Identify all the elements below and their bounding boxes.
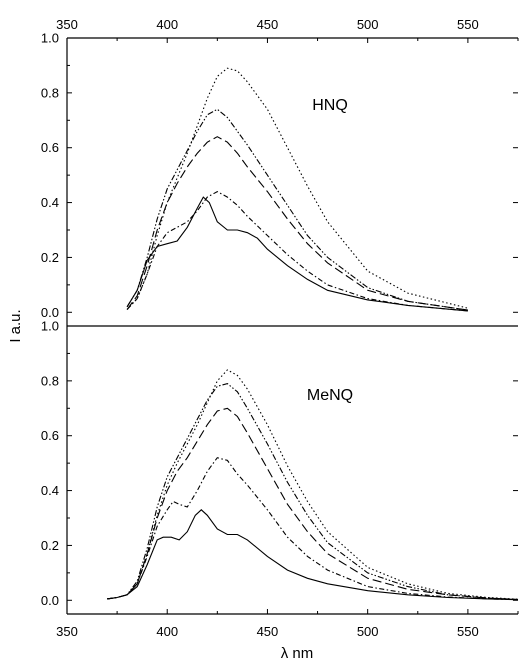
x-tick-label: 500 bbox=[357, 17, 379, 32]
x-tick-label: 400 bbox=[156, 17, 178, 32]
spectrum-curve-solid bbox=[107, 509, 519, 601]
x-tick-label: 350 bbox=[56, 17, 78, 32]
spectrum-curve-long-dash bbox=[126, 136, 468, 311]
x-tick-label: 550 bbox=[457, 17, 479, 32]
spectrum-curve-long-dash bbox=[107, 407, 519, 601]
x-tick-label: 400 bbox=[156, 624, 178, 639]
y-tick-label: 0.0 bbox=[41, 593, 59, 608]
panel-label: MeNQ bbox=[307, 387, 353, 404]
panel-bottom-menq: 0.0 0.2 0.4 0.6 0.8 1.0 350 400 450 500 550 MeNQ bbox=[41, 319, 519, 639]
y-tick-label: 0.4 bbox=[41, 195, 59, 210]
y-tick-label: 0.8 bbox=[41, 373, 59, 388]
y-tick-label: 0.2 bbox=[41, 538, 59, 553]
x-tick-label: 500 bbox=[357, 624, 379, 639]
x-tick-label: 450 bbox=[257, 17, 279, 32]
y-tick-label: 0.8 bbox=[41, 85, 59, 100]
y-tick-label: 0.4 bbox=[41, 483, 59, 498]
spectrum-curve-dotted bbox=[126, 67, 469, 310]
y-tick-label: 0.2 bbox=[41, 250, 59, 265]
panel-label: HNQ bbox=[312, 97, 348, 114]
spectrum-curve-dash-dot-dot bbox=[107, 382, 519, 601]
x-tick-label: 550 bbox=[457, 624, 479, 639]
y-tick-label: 0.6 bbox=[41, 428, 59, 443]
y-tick-label: 0.6 bbox=[41, 140, 59, 155]
spectrum-curve-solid bbox=[126, 196, 468, 312]
x-axis-title: λ nm bbox=[281, 645, 314, 662]
y-tick-label: 1.0 bbox=[41, 31, 59, 46]
x-tick-label: 350 bbox=[56, 624, 78, 639]
spectrum-curve-dotted bbox=[107, 369, 519, 600]
y-axis-title: I a.u. bbox=[7, 309, 24, 342]
spectrum-curve-dash-dot-dot bbox=[126, 108, 468, 311]
y-tick-label: 0.0 bbox=[41, 305, 59, 320]
y-tick-label: 1.0 bbox=[41, 319, 59, 334]
spectrum-curve-dash-dot bbox=[107, 457, 519, 601]
spectrum-curve-dash-dot bbox=[126, 190, 468, 312]
x-tick-label: 450 bbox=[257, 624, 279, 639]
